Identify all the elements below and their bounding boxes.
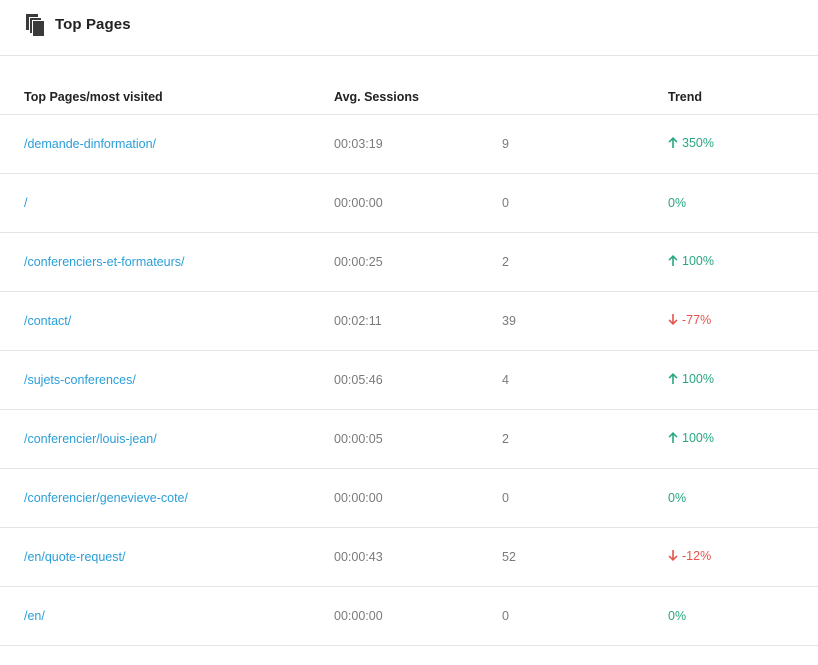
page-cell: /en/quote-request/ xyxy=(0,527,334,586)
table-row: /conferencier/louis-jean/00:00:05 2 100% xyxy=(0,409,818,468)
avg-sessions-cell: 00:00:00 xyxy=(334,490,383,505)
trend-cell: 0% xyxy=(668,173,818,232)
trend-value: 350% xyxy=(668,136,714,150)
count-cell: 52 xyxy=(502,549,516,564)
table-row: /en/00:00:00 0 0% xyxy=(0,586,818,645)
count-cell: 0 xyxy=(502,608,509,623)
count-cell: 2 xyxy=(502,254,509,269)
count-cell: 39 xyxy=(502,313,516,328)
arrow-up-icon xyxy=(668,432,678,444)
trend-percent: 100% xyxy=(682,371,714,386)
page-cell: /sujets-conferences/ xyxy=(0,350,334,409)
trend-percent: 0% xyxy=(668,490,687,505)
trend-percent: 100% xyxy=(682,430,714,445)
card-header: Top Pages xyxy=(0,0,818,56)
trend-cell: 100% xyxy=(668,409,818,468)
avg-sessions-cell: 00:00:43 xyxy=(334,549,383,564)
trend-value: 100% xyxy=(668,254,714,268)
trend-percent: 100% xyxy=(682,253,714,268)
trend-value: -77% xyxy=(668,313,711,327)
page-link[interactable]: /en/quote-request/ xyxy=(24,549,126,564)
trend-percent: 350% xyxy=(682,135,714,150)
top-pages-table: Top Pages/most visited Avg. Sessions Tre… xyxy=(0,56,818,646)
page-link[interactable]: /conferencier/genevieve-cote/ xyxy=(24,490,188,505)
trend-percent: 0% xyxy=(668,195,687,210)
table-row: /conferenciers-et-formateurs/00:00:25 2 10… xyxy=(0,232,818,291)
column-header-page: Top Pages/most visited xyxy=(0,56,334,115)
table-row: /contact/00:02:11 39 -77% xyxy=(0,291,818,350)
table-body: /demande-dinformation/00:03:19 9 350% / 00:0… xyxy=(0,114,818,645)
column-header-avg-sessions: Avg. Sessions xyxy=(334,56,502,115)
count-cell: 0 xyxy=(502,490,509,505)
page-cell: /conferencier/genevieve-cote/ xyxy=(0,468,334,527)
table-row: /en/quote-request/00:00:43 52 -12% xyxy=(0,527,818,586)
column-header-trend: Trend xyxy=(668,56,818,115)
trend-value: 100% xyxy=(668,372,714,386)
page-link[interactable]: / xyxy=(24,195,28,210)
trend-value: 0% xyxy=(668,491,686,505)
avg-sessions-cell: 00:00:25 xyxy=(334,254,383,269)
trend-value: 100% xyxy=(668,431,714,445)
page-link[interactable]: /conferenciers-et-formateurs/ xyxy=(24,254,185,269)
page-cell: /conferencier/louis-jean/ xyxy=(0,409,334,468)
page-link[interactable]: /en/ xyxy=(24,608,45,623)
trend-percent: -12% xyxy=(682,548,712,563)
count-cell: 0 xyxy=(502,195,509,210)
trend-cell: 0% xyxy=(668,586,818,645)
avg-sessions-cell: 00:00:05 xyxy=(334,431,383,446)
trend-value: 0% xyxy=(668,196,686,210)
avg-sessions-cell: 00:02:11 xyxy=(334,313,382,328)
page-cell: /en/ xyxy=(0,586,334,645)
page-cell: / xyxy=(0,173,334,232)
card-title: Top Pages xyxy=(55,16,131,33)
avg-sessions-cell: 00:00:00 xyxy=(334,195,383,210)
page-cell: /conferenciers-et-formateurs/ xyxy=(0,232,334,291)
arrow-up-icon xyxy=(668,373,678,385)
column-header-count xyxy=(502,56,668,115)
trend-cell: 100% xyxy=(668,232,818,291)
page-cell: /contact/ xyxy=(0,291,334,350)
trend-value: 0% xyxy=(668,609,686,623)
trend-value: -12% xyxy=(668,549,711,563)
arrow-up-icon xyxy=(668,255,678,267)
table-row: /sujets-conferences/00:05:46 4 100% xyxy=(0,350,818,409)
pages-icon xyxy=(26,14,44,36)
trend-percent: 0% xyxy=(668,608,687,623)
avg-sessions-cell: 00:05:46 xyxy=(334,372,383,387)
trend-cell: -77% xyxy=(668,291,818,350)
count-cell: 9 xyxy=(502,136,509,151)
table-header-row: Top Pages/most visited Avg. Sessions Tre… xyxy=(0,56,818,115)
arrow-down-icon xyxy=(668,314,678,326)
table-row: / 00:00:00 0 0% xyxy=(0,173,818,232)
trend-cell: -12% xyxy=(668,527,818,586)
trend-cell: 0% xyxy=(668,468,818,527)
table-row: /conferencier/genevieve-cote/00:00:00 0 0% xyxy=(0,468,818,527)
table-row: /demande-dinformation/00:03:19 9 350% xyxy=(0,114,818,173)
arrow-up-icon xyxy=(668,137,678,149)
page-link[interactable]: /conferencier/louis-jean/ xyxy=(24,431,157,446)
count-cell: 4 xyxy=(502,372,509,387)
avg-sessions-cell: 00:00:00 xyxy=(334,608,383,623)
avg-sessions-cell: 00:03:19 xyxy=(334,136,383,151)
count-cell: 2 xyxy=(502,431,509,446)
arrow-down-icon xyxy=(668,550,678,562)
trend-cell: 100% xyxy=(668,350,818,409)
page-link[interactable]: /demande-dinformation/ xyxy=(24,136,157,151)
trend-percent: -77% xyxy=(682,312,712,327)
page-link[interactable]: /contact/ xyxy=(24,313,72,328)
page-link[interactable]: /sujets-conferences/ xyxy=(24,372,136,387)
trend-cell: 350% xyxy=(668,114,818,173)
page-cell: /demande-dinformation/ xyxy=(0,114,334,173)
